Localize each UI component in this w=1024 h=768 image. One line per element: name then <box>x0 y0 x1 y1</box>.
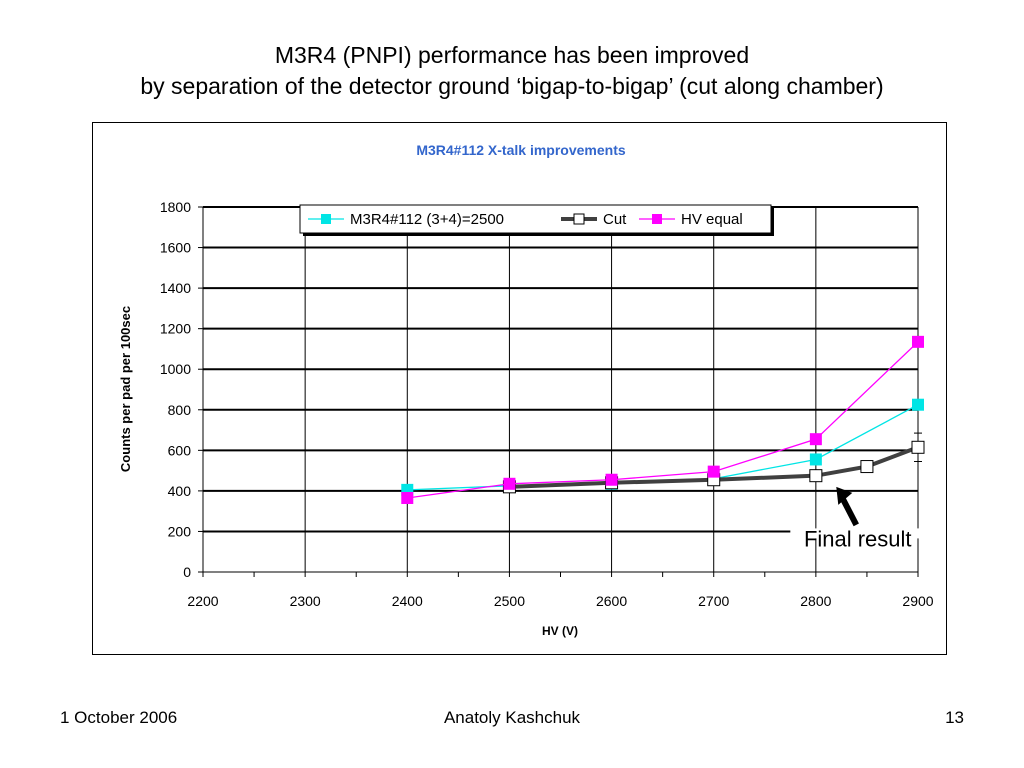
series-line <box>509 445 919 489</box>
data-point <box>911 440 925 454</box>
chart-frame: M3R4#112 X-talk improvements 0 200 400 600 8… <box>92 122 947 655</box>
series-line <box>407 404 919 491</box>
legend-label: Cut <box>603 211 627 228</box>
annotation-layer: Final result <box>790 486 920 552</box>
chart-canvas: M3R4#112 X-talk improvements 0 200 400 600 8… <box>118 142 934 638</box>
slide-title-line-1: M3R4 (PNPI) performance has been improve… <box>274 42 750 68</box>
data-point <box>809 453 822 466</box>
annotation-arrow-head <box>836 486 853 505</box>
x-tick-label: 2800 <box>800 593 831 609</box>
y-tick-label: 400 <box>168 483 192 499</box>
y-tick-label: 200 <box>168 523 192 539</box>
legend-box <box>299 204 772 234</box>
x-tick-label: 2200 <box>187 593 218 609</box>
data-point <box>707 465 720 478</box>
footer-author: Anatoly Kashchuk <box>443 708 581 727</box>
x-tick-label: 2400 <box>392 593 423 609</box>
y-tick-label: 600 <box>168 442 192 458</box>
x-tick-label: 2300 <box>290 593 321 609</box>
y-tick-label: 1200 <box>160 321 191 337</box>
footer-date: 1 October 2006 <box>60 708 178 727</box>
legend: M3R4#112 (3+4)=2500 Cut HV equal <box>299 204 774 236</box>
footer-page-number: 13 <box>945 708 964 727</box>
chart-title: M3R4#112 X-talk improvements <box>416 142 626 158</box>
y-tick-label: 800 <box>168 402 192 418</box>
legend-marker <box>652 214 662 224</box>
series-layer <box>401 335 925 504</box>
data-point <box>605 473 618 486</box>
y-tick-label: 0 <box>183 564 191 580</box>
data-point <box>860 460 874 474</box>
annotation-text: Final result <box>804 527 912 552</box>
x-tick-label: 2700 <box>698 593 729 609</box>
x-tick-label: 2900 <box>902 593 933 609</box>
y-tick-label: 1800 <box>160 199 191 215</box>
legend-label: HV equal <box>681 211 743 228</box>
data-point <box>912 398 924 411</box>
data-point <box>401 491 414 504</box>
data-point <box>809 469 823 483</box>
annotation-arrow-shaft <box>838 494 859 527</box>
slide-title-line-2: by separation of the detector ground ‘bi… <box>140 73 884 99</box>
legend-label: M3R4#112 (3+4)=2500 <box>350 211 504 228</box>
annotation-mask <box>790 528 920 539</box>
y-axis-label: Counts per pad per 100sec <box>118 306 133 472</box>
series-3 <box>401 335 924 504</box>
x-tick-label: 2600 <box>596 593 627 609</box>
axis-layer: 0 200 400 600 800 1000 1200 1400 1600 1800 2200 230… <box>160 199 934 609</box>
y-tick-label: 1600 <box>160 240 191 256</box>
grid-layer <box>203 206 919 572</box>
y-tick-label: 1000 <box>160 361 191 377</box>
data-point <box>912 335 924 348</box>
x-tick-label: 2500 <box>494 593 525 609</box>
legend-marker <box>573 213 585 225</box>
x-axis-label: HV (V) <box>542 624 578 638</box>
series-line <box>407 341 919 499</box>
legend-marker <box>321 214 331 224</box>
data-point <box>809 433 822 446</box>
data-point <box>503 477 516 490</box>
y-tick-label: 1400 <box>160 280 191 296</box>
